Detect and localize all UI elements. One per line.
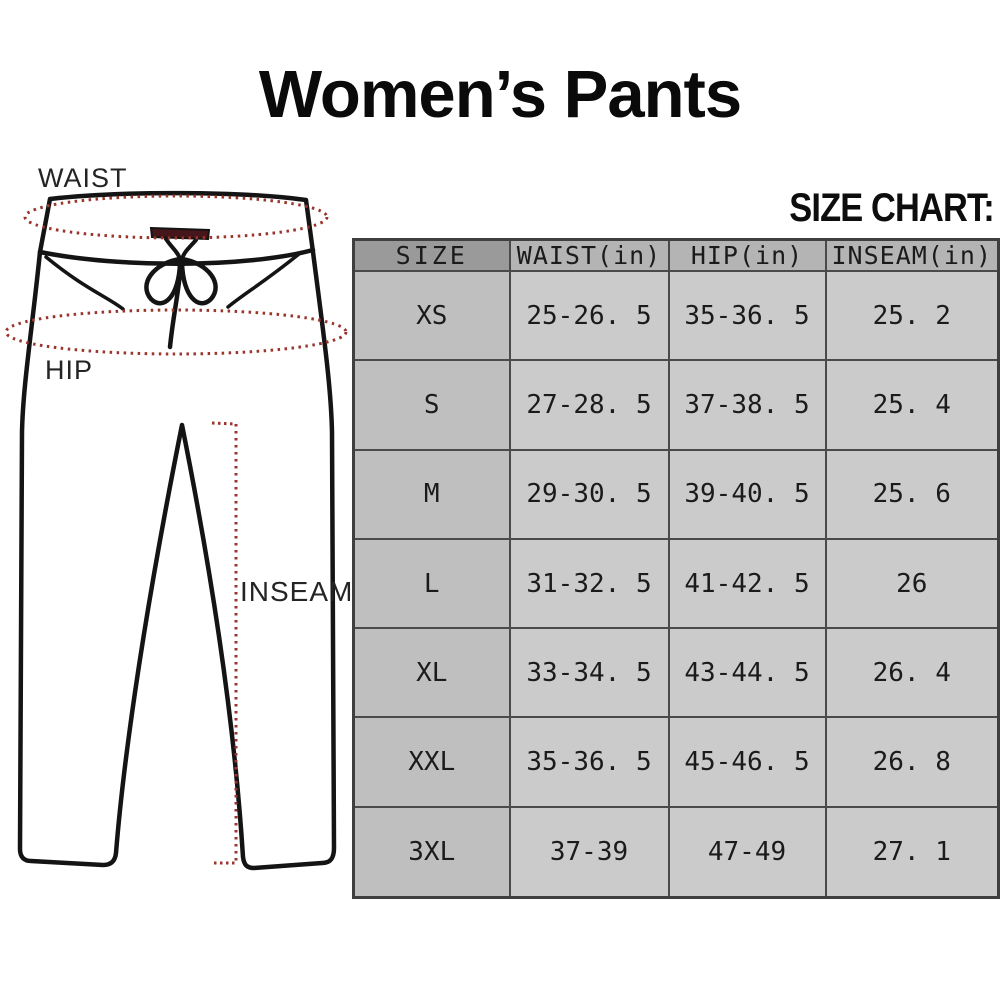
waist-value: 25-26. 5 [508, 269, 670, 362]
table-row: XS 25-26. 5 35-36. 5 25. 2 [352, 269, 1000, 362]
inseam-value: 26. 4 [824, 627, 1000, 719]
hip-value: 41-42. 5 [667, 537, 827, 630]
waist-measure-ellipse [23, 194, 329, 240]
inseam-top-tick [211, 421, 237, 426]
column-header-hip: HIP(in) [667, 238, 827, 272]
table-row: XL 33-34. 5 43-44. 5 26. 4 [352, 627, 1000, 719]
hip-value: 47-49 [667, 805, 827, 899]
drawstring-bar [149, 226, 211, 241]
page-title: Women’s Pants [258, 57, 742, 132]
waist-value: 37-39 [508, 805, 670, 899]
inseam-value: 25. 4 [824, 359, 1000, 451]
hip-value: 39-40. 5 [667, 448, 827, 540]
drawstring-tail [167, 259, 184, 350]
inseam-value: 27. 1 [824, 805, 1000, 899]
size-value: 3XL [352, 805, 511, 899]
right-pocket-seam [226, 252, 301, 309]
inseam-value: 25. 2 [824, 269, 1000, 362]
waist-value: 33-34. 5 [508, 627, 670, 719]
inseam-value: 26. 8 [824, 716, 1000, 808]
size-value: XL [352, 627, 511, 719]
waist-value: 35-36. 5 [508, 716, 670, 808]
hip-label: HIP [45, 355, 94, 385]
waist-label: WAIST [38, 163, 128, 193]
table-row: M 29-30. 5 39-40. 5 25. 6 [352, 448, 1000, 540]
size-value: S [352, 359, 511, 451]
inseam-value: 25. 6 [824, 448, 1000, 540]
inseam-value: 26 [824, 537, 1000, 630]
table-row: S 27-28. 5 37-38. 5 25. 4 [352, 359, 1000, 451]
table-row: XXL 35-36. 5 45-46. 5 26. 8 [352, 716, 1000, 808]
waist-value: 29-30. 5 [508, 448, 670, 540]
hip-value: 45-46. 5 [667, 716, 827, 808]
size-chart-heading: SIZE CHART: [789, 186, 994, 230]
hip-measure-ellipse [4, 308, 348, 356]
hip-value: 43-44. 5 [667, 627, 827, 719]
size-chart-table: SIZE WAIST(in) HIP(in) INSEAM(in) XS 25-… [352, 238, 1000, 899]
inseam-label: INSEAM [240, 576, 354, 607]
drawstring-right-loop [179, 256, 218, 306]
pants-diagram [0, 148, 356, 918]
table-header-row: SIZE WAIST(in) HIP(in) INSEAM(in) [352, 238, 1000, 272]
waist-value: 31-32. 5 [508, 537, 670, 630]
hip-value: 37-38. 5 [667, 359, 827, 451]
table-row: 3XL 37-39 47-49 27. 1 [352, 805, 1000, 899]
drawstring-left-loop [144, 256, 183, 306]
table-row: L 31-32. 5 41-42. 5 26 [352, 537, 1000, 630]
size-value: L [352, 537, 511, 630]
hip-value: 35-36. 5 [667, 269, 827, 362]
size-value: XXL [352, 716, 511, 808]
pants-outline [17, 190, 337, 871]
size-value: XS [352, 269, 511, 362]
waist-value: 27-28. 5 [508, 359, 670, 451]
size-value: M [352, 448, 511, 540]
pants-illustration-svg [4, 190, 348, 871]
column-header-waist: WAIST(in) [508, 238, 670, 272]
left-pocket-seam [44, 255, 125, 311]
column-header-size: SIZE [352, 238, 511, 272]
column-header-inseam: INSEAM(in) [824, 238, 1000, 272]
